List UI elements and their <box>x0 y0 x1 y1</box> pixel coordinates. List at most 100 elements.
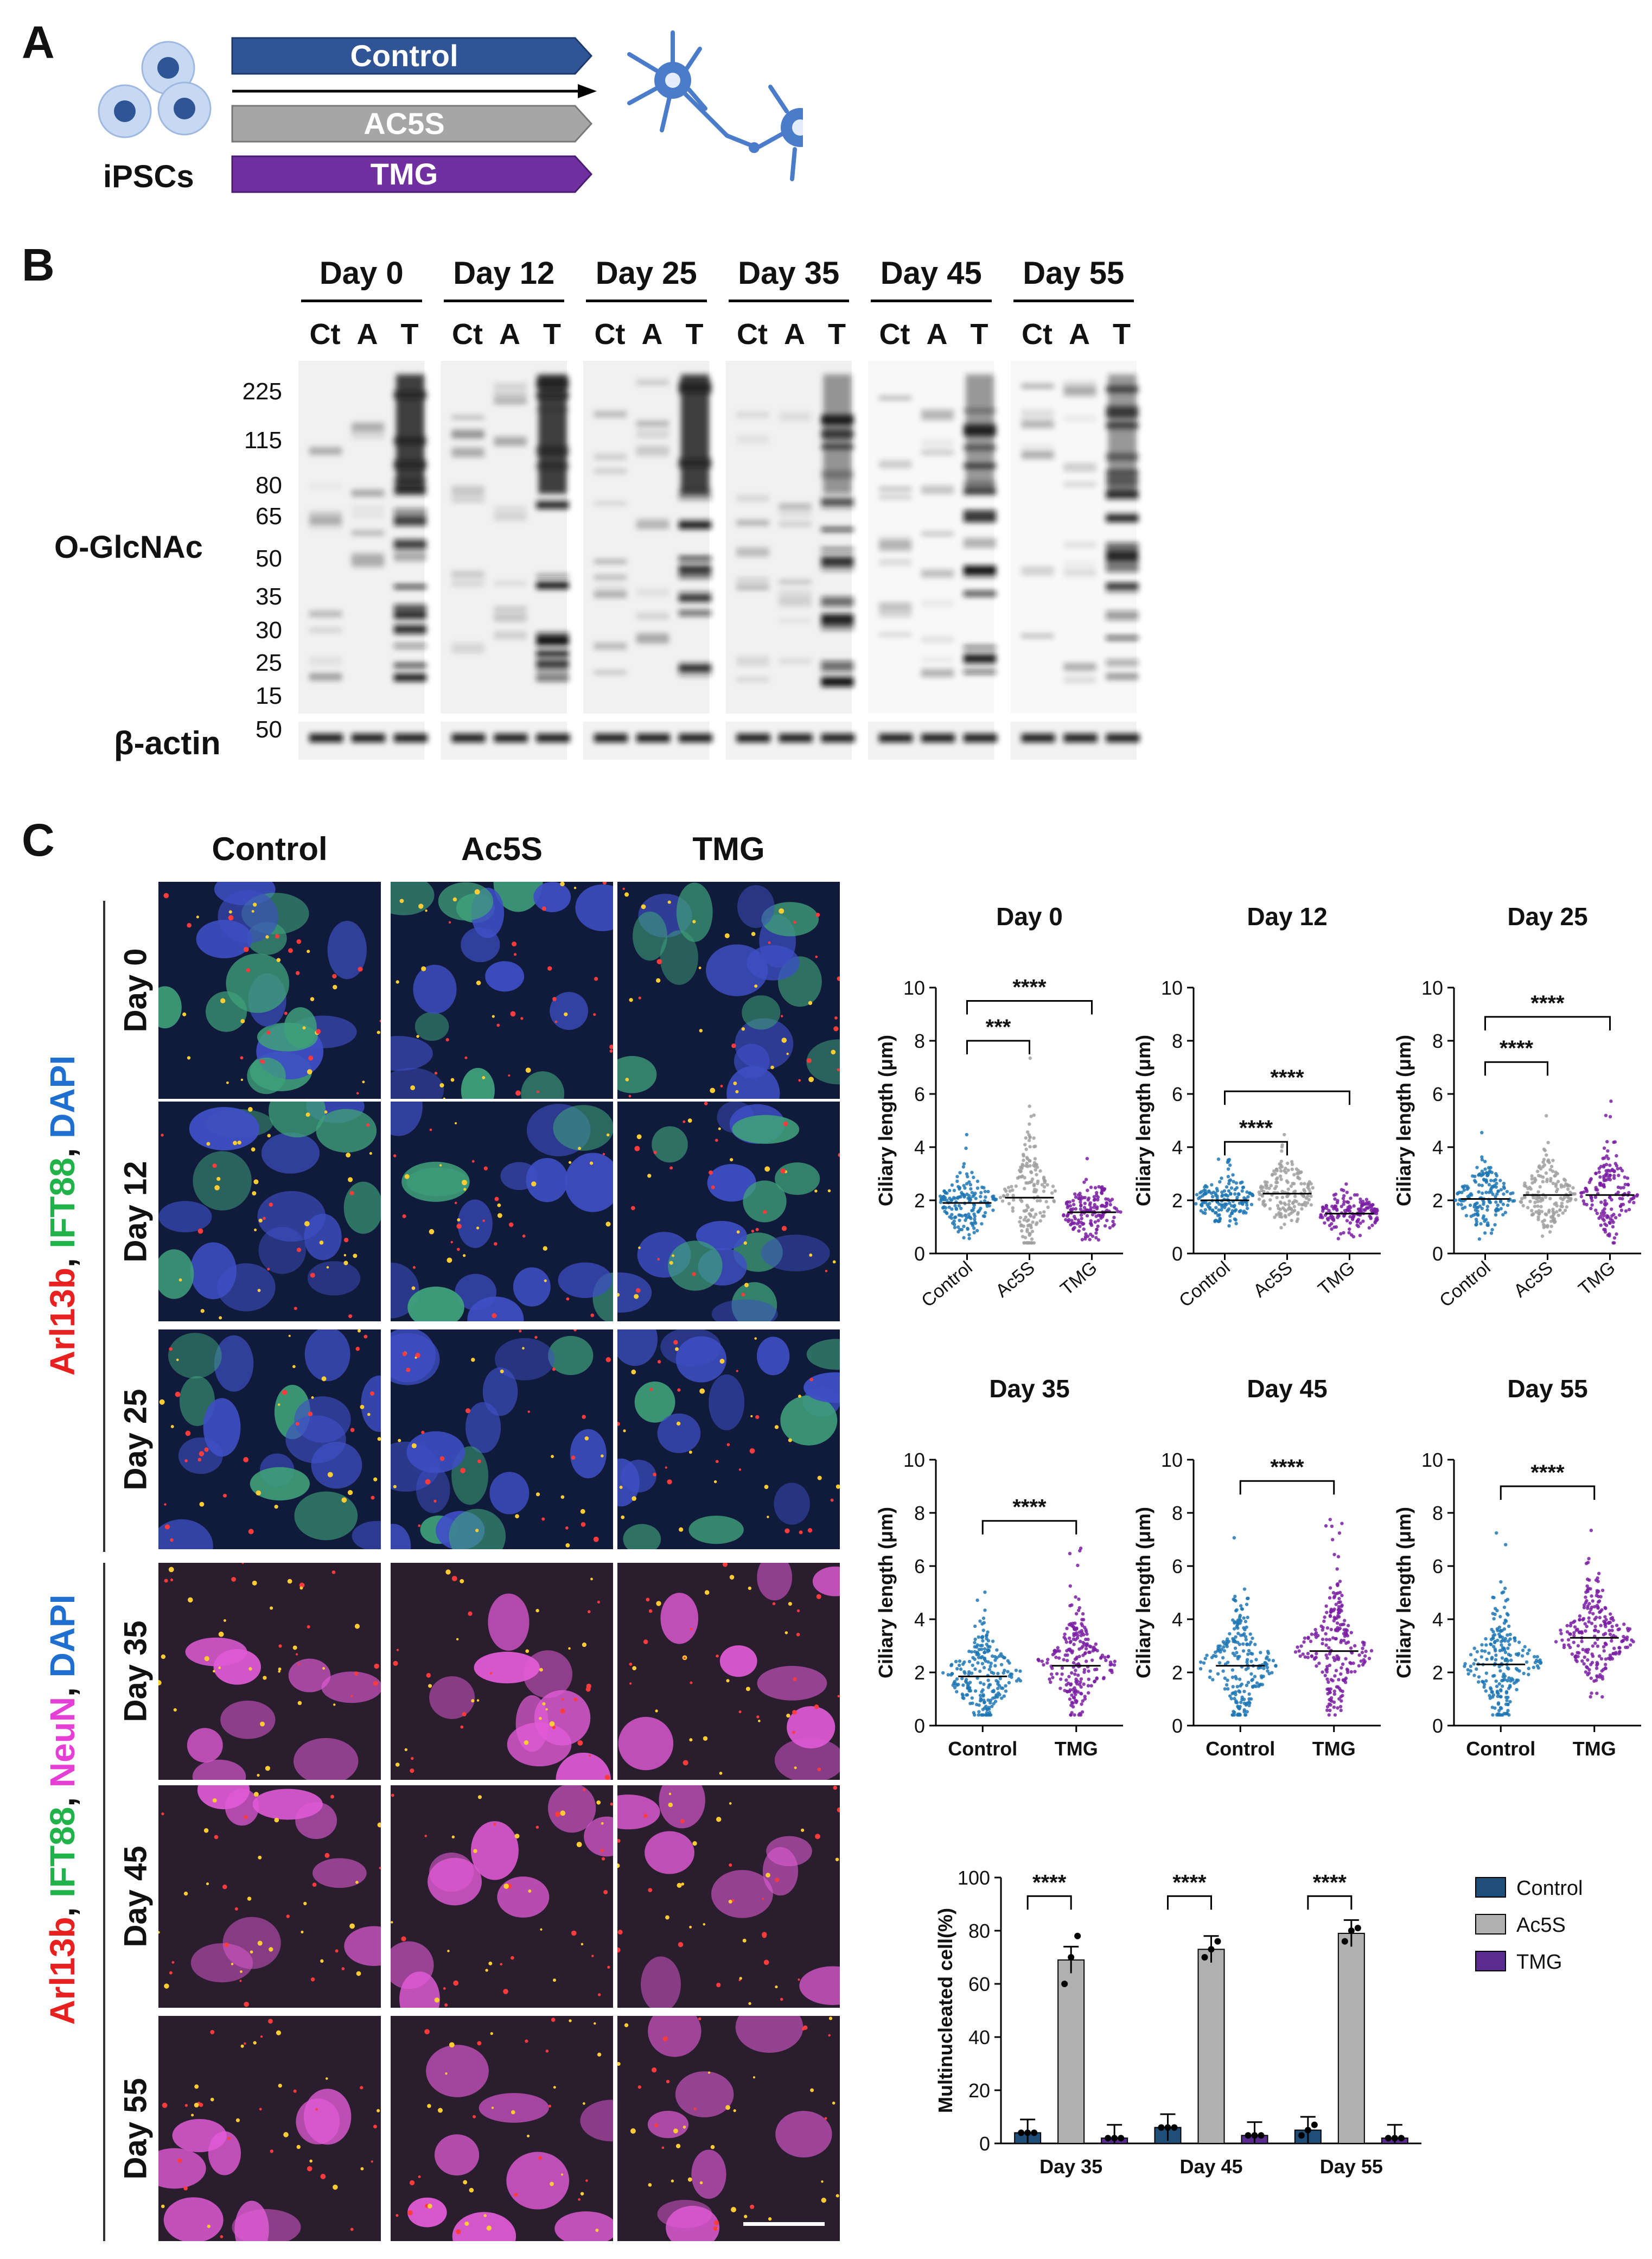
data-point <box>1517 1669 1521 1673</box>
data-point <box>1604 1162 1609 1167</box>
data-point <box>1591 1654 1595 1658</box>
data-point <box>1251 1193 1255 1198</box>
data-point <box>1498 1669 1502 1673</box>
data-point <box>1195 1193 1199 1197</box>
data-point <box>969 1671 974 1675</box>
data-point <box>1542 1218 1547 1223</box>
data-point <box>1028 1122 1031 1126</box>
day-label: Day 12 <box>453 256 555 291</box>
x-tick-label: Control <box>1205 1738 1275 1760</box>
data-point <box>1606 1168 1610 1173</box>
y-tick-label: 6 <box>1432 1555 1443 1577</box>
data-point <box>1315 1652 1318 1656</box>
data-point <box>1513 1636 1516 1640</box>
data-point <box>958 1213 962 1217</box>
ipsc-label: iPSCs <box>103 159 194 194</box>
micrograph-tile <box>158 1329 381 1549</box>
data-point <box>1331 1215 1335 1219</box>
data-point <box>1324 1632 1328 1636</box>
data-point <box>1479 1222 1483 1226</box>
data-point <box>973 1640 977 1645</box>
data-point <box>1502 1621 1507 1625</box>
data-point <box>1275 1169 1279 1173</box>
data-point <box>1029 1208 1034 1212</box>
data-point <box>1536 1199 1540 1204</box>
data-point <box>1497 1625 1502 1630</box>
data-point <box>1092 1205 1096 1210</box>
data-point <box>1340 1639 1343 1643</box>
data-point <box>1228 1219 1232 1223</box>
data-point <box>981 1688 985 1692</box>
data-point <box>1398 2135 1405 2142</box>
data-point <box>1568 1624 1572 1628</box>
data-point <box>1032 1182 1036 1187</box>
y-tick-label: 2 <box>1172 1189 1183 1212</box>
data-point <box>1339 1672 1343 1676</box>
data-point <box>1585 1625 1589 1628</box>
data-point <box>1247 1697 1251 1701</box>
data-point <box>1082 1682 1086 1686</box>
data-point <box>1507 1676 1511 1680</box>
data-point <box>1203 1188 1208 1193</box>
data-point <box>1283 1201 1286 1205</box>
data-point <box>1328 1638 1331 1641</box>
data-point <box>1484 1218 1488 1221</box>
data-point <box>1211 1678 1215 1682</box>
data-point <box>1490 1690 1494 1694</box>
data-point <box>1240 1180 1244 1184</box>
data-point <box>1602 1146 1606 1150</box>
data-point <box>1311 1186 1315 1190</box>
data-point <box>1602 1174 1606 1178</box>
data-point <box>1070 1693 1074 1697</box>
lane-label: Ct <box>879 318 910 351</box>
data-point <box>1351 1661 1355 1665</box>
data-point <box>1113 1659 1117 1663</box>
data-point <box>1016 1176 1020 1180</box>
data-point <box>1551 1181 1555 1186</box>
data-point <box>1306 1656 1310 1659</box>
data-point <box>1028 1135 1032 1139</box>
data-point <box>1068 1603 1072 1608</box>
significance-label: **** <box>1172 1870 1207 1894</box>
data-point <box>1357 1653 1361 1657</box>
data-point <box>1601 1217 1605 1221</box>
data-point <box>1490 1227 1494 1232</box>
data-point <box>1501 1213 1505 1217</box>
data-point <box>1498 1199 1503 1202</box>
data-point <box>956 1225 960 1229</box>
data-point <box>979 1191 983 1195</box>
data-point <box>1095 1227 1099 1232</box>
data-point <box>1302 1194 1306 1198</box>
data-point <box>1331 1538 1335 1542</box>
data-point <box>1294 1200 1298 1204</box>
data-point <box>1472 1646 1476 1650</box>
data-point <box>1116 1210 1120 1213</box>
data-point <box>1280 1195 1285 1199</box>
data-point <box>1271 1659 1275 1663</box>
data-point <box>1606 1156 1610 1161</box>
y-tick-label: 0 <box>1172 1243 1183 1265</box>
data-point <box>1561 1211 1565 1215</box>
data-point <box>1500 1643 1503 1647</box>
data-point <box>1210 1208 1215 1212</box>
data-point <box>1069 1713 1073 1717</box>
data-point <box>1011 1193 1015 1198</box>
data-point <box>1268 1207 1272 1211</box>
data-point <box>1093 1220 1098 1224</box>
data-point <box>1020 1235 1025 1239</box>
data-point <box>1517 1640 1521 1644</box>
data-point <box>1521 1204 1525 1208</box>
data-point <box>1328 1614 1332 1618</box>
data-point <box>1245 1660 1249 1664</box>
data-point <box>1475 1667 1478 1671</box>
data-point <box>1064 1640 1069 1644</box>
data-point <box>951 1683 955 1687</box>
data-point <box>1109 1662 1113 1666</box>
data-point <box>1493 1639 1497 1644</box>
data-point <box>1594 1666 1599 1670</box>
data-point <box>1105 2135 1112 2142</box>
data-point <box>1042 1185 1047 1189</box>
data-point <box>1548 1230 1552 1234</box>
y-tick-label: 2 <box>1432 1189 1443 1212</box>
